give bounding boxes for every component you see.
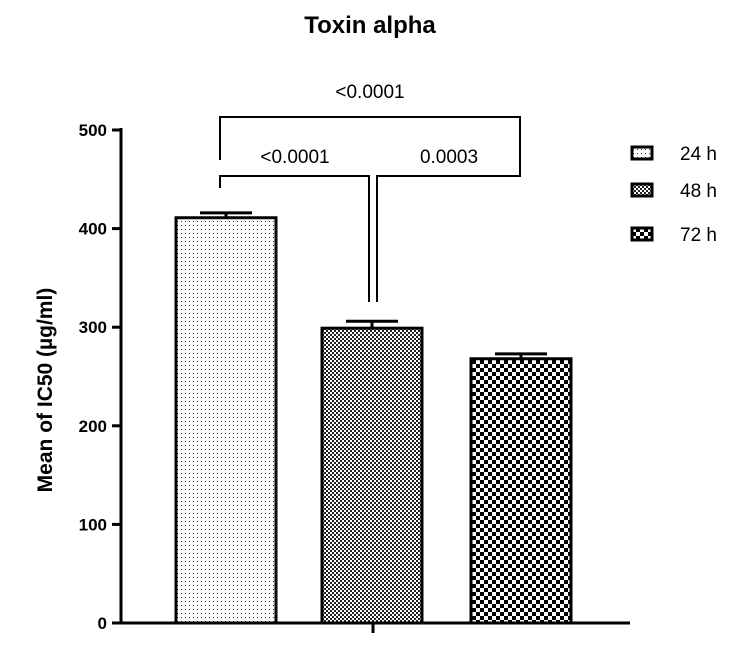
significance-brackets-group: <0.0001 0.0003 <0.0001 (219, 82, 521, 302)
significance-bracket (219, 175, 370, 302)
p-value-label: <0.0001 (335, 82, 404, 103)
legend-swatch (630, 145, 654, 161)
y-tick-label: 100 (79, 515, 107, 534)
legend-label: 72 h (680, 225, 717, 246)
bar-72h (469, 357, 573, 625)
p-value-label: <0.0001 (260, 147, 329, 168)
y-tick-label: 500 (79, 121, 107, 140)
y-axis-label: Mean of IC50 (µg/ml) (34, 288, 57, 493)
y-tick-label: 400 (79, 220, 107, 239)
legend: 24 h 48 h 72 h (630, 144, 717, 246)
legend-swatch (630, 182, 654, 198)
significance-bracket (219, 116, 521, 160)
y-tick-label: 0 (98, 614, 107, 633)
legend-label: 24 h (680, 144, 717, 165)
y-tick-label: 300 (79, 318, 107, 337)
y-ticks-group: 0 100 200 300 400 500 (79, 121, 121, 633)
y-tick-label: 200 (79, 417, 107, 436)
p-value-label: 0.0003 (420, 147, 478, 168)
bar-48h (320, 326, 424, 625)
legend-label: 48 h (680, 181, 717, 202)
bars-group (174, 211, 573, 625)
chart-title: Toxin alpha (304, 12, 436, 39)
legend-swatch (630, 226, 654, 242)
bar-24h (174, 216, 278, 625)
significance-bracket (376, 160, 521, 302)
